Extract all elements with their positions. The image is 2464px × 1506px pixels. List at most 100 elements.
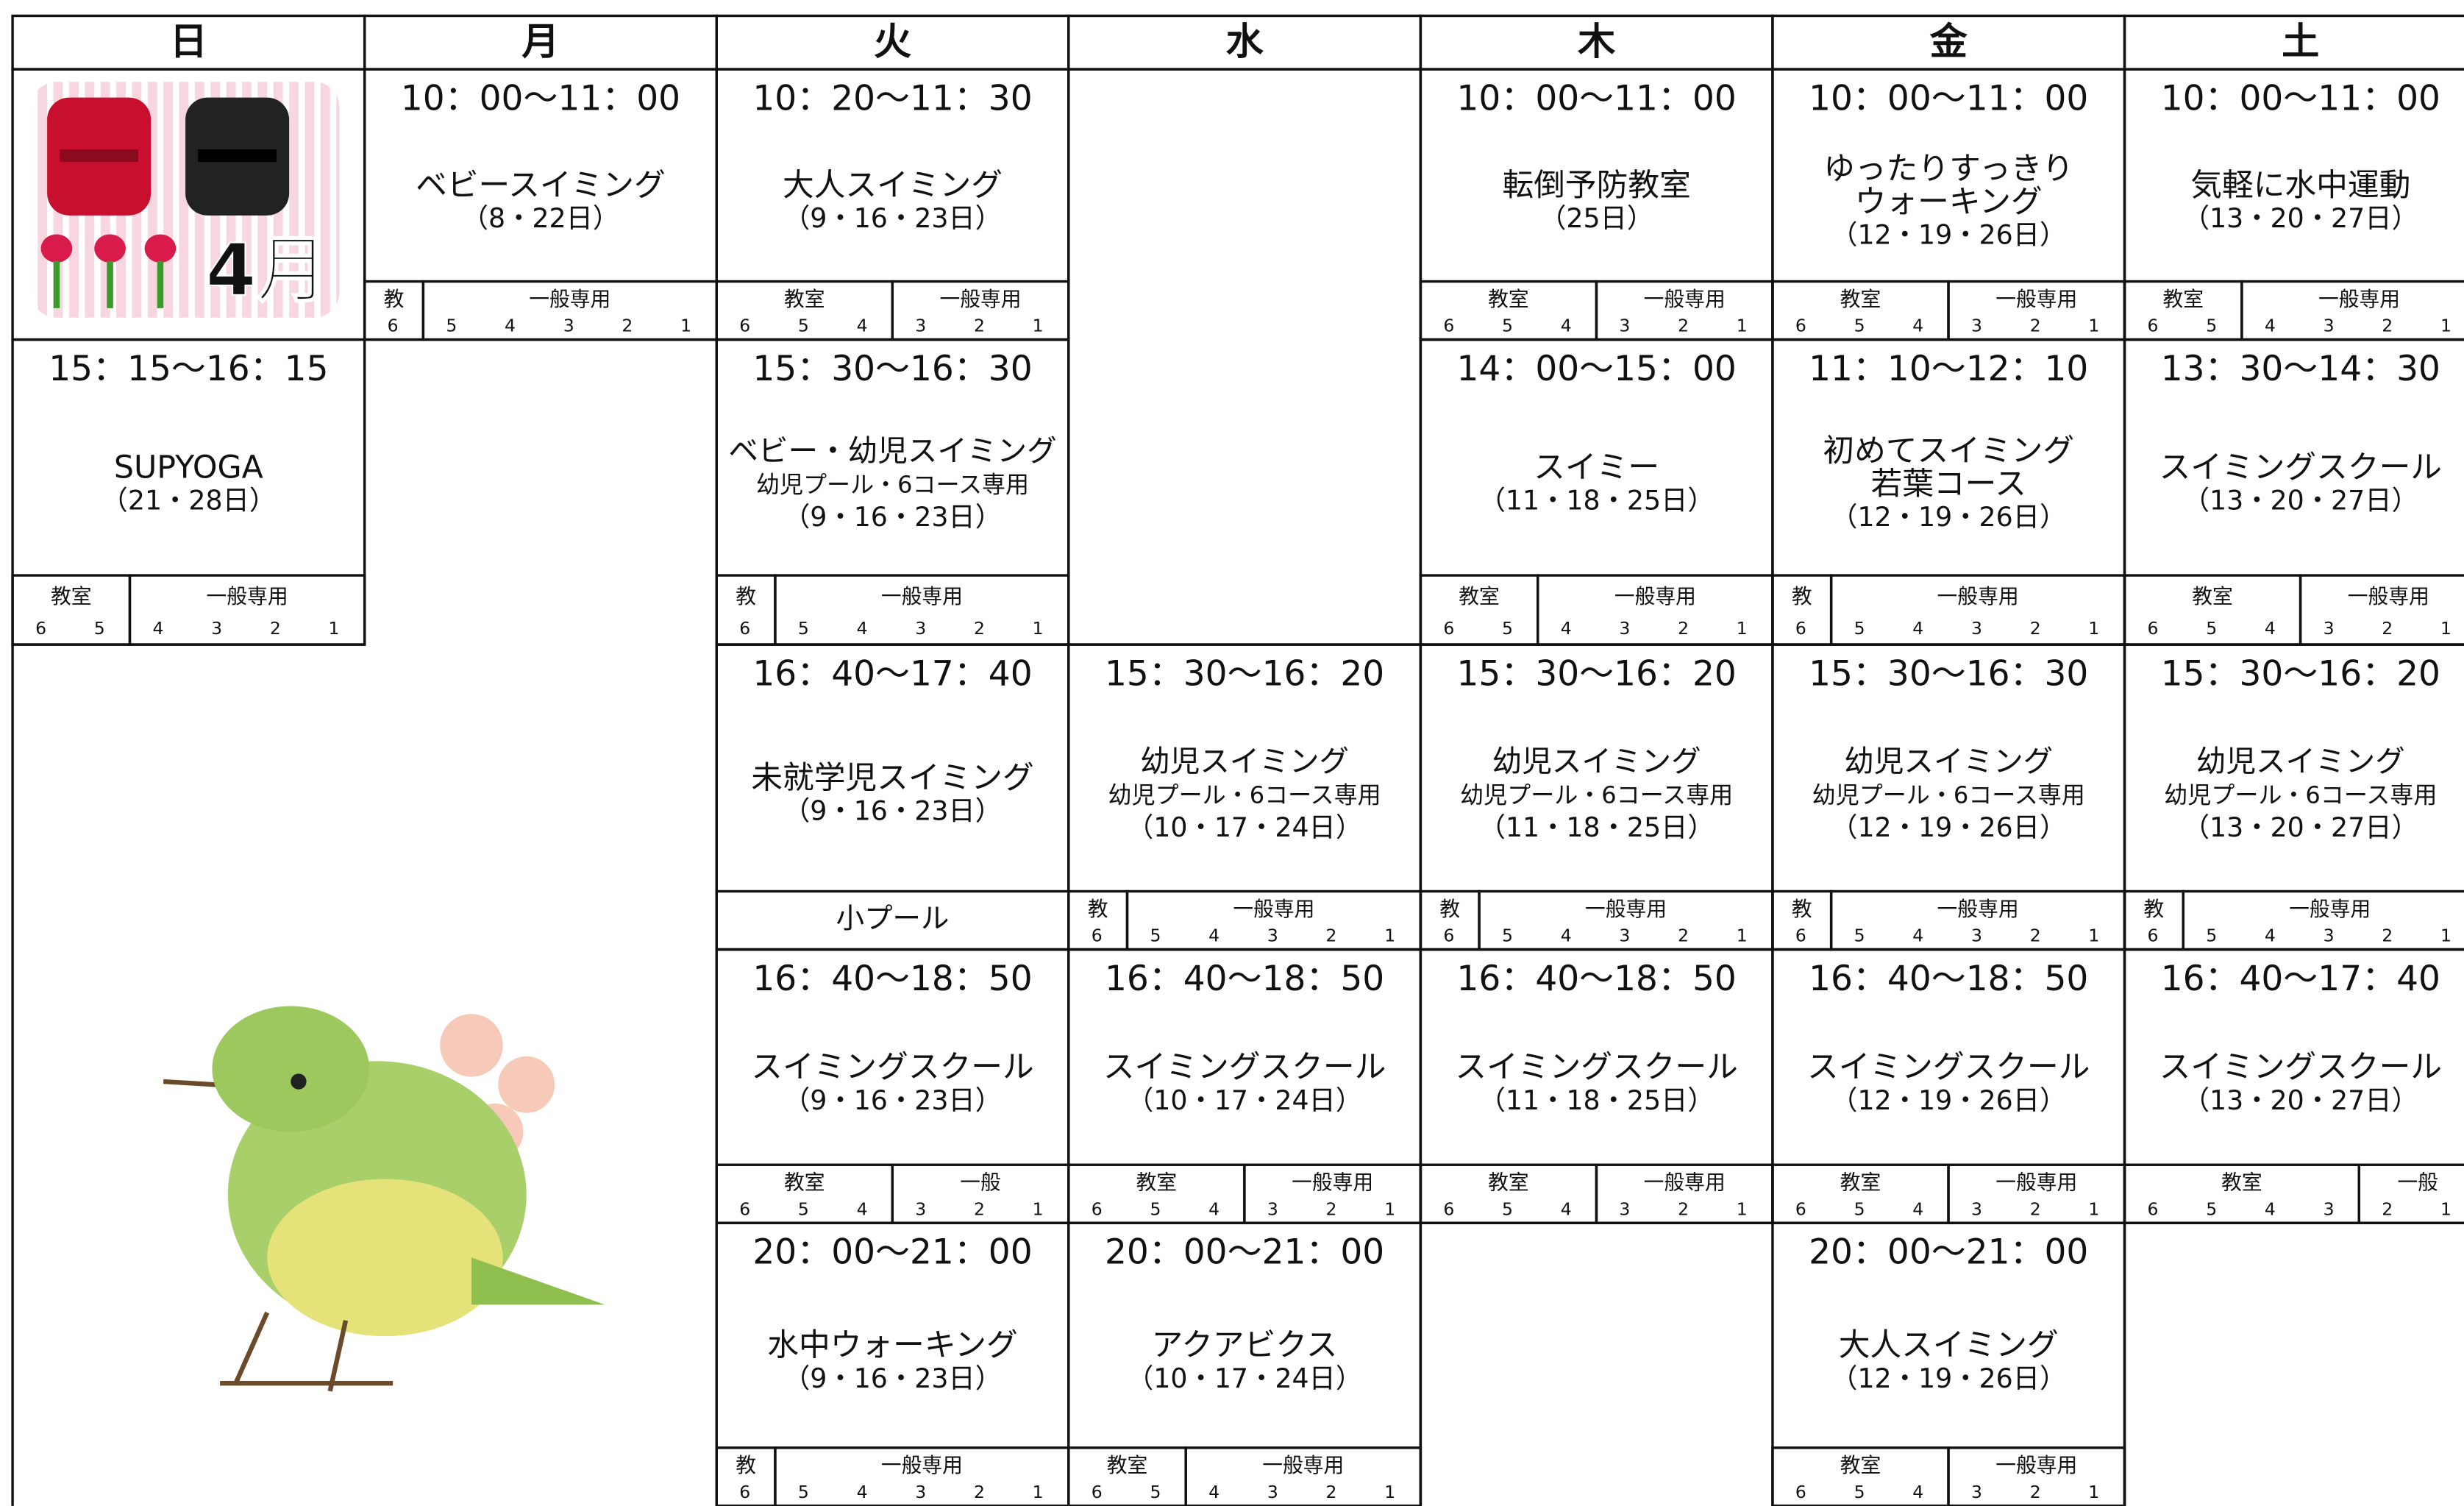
lane-number: 2 xyxy=(2382,618,2393,639)
lane-number: 6 xyxy=(1443,316,1454,336)
event-note: 幼児プール・6コース専用 xyxy=(1108,781,1381,809)
bird-illustration xyxy=(163,1006,605,1392)
lane-number: 2 xyxy=(2030,316,2041,336)
event-dates: （8・22日） xyxy=(462,202,620,234)
event-title: 幼児スイミング xyxy=(1844,743,2053,778)
event-dates: （10・17・24日） xyxy=(1127,1084,1362,1116)
lane-number: 2 xyxy=(2382,926,2393,946)
lane-number: 2 xyxy=(1326,1198,1337,1219)
lane-number: 5 xyxy=(1854,1482,1865,1502)
lane-number: 2 xyxy=(2382,316,2393,336)
event-time: 15：30～16：30 xyxy=(752,349,1032,389)
lane-number: 4 xyxy=(1208,1482,1219,1502)
event-time: 10：00～11：00 xyxy=(1457,78,1737,118)
lane-number: 3 xyxy=(1619,1198,1630,1219)
event-dates: （12・19・26日） xyxy=(1831,1084,2066,1116)
lane-number: 4 xyxy=(1561,316,1572,336)
lane-number: 2 xyxy=(270,618,281,639)
lane-number: 3 xyxy=(563,316,574,336)
event-dates: （13・20・27日） xyxy=(2183,811,2418,843)
lane-number: 2 xyxy=(974,1482,985,1502)
lane-number: 6 xyxy=(739,618,750,639)
lane-number: 4 xyxy=(1912,1482,1923,1502)
lane-number: 3 xyxy=(2324,316,2335,336)
event-time: 15：30～16：20 xyxy=(1457,653,1737,694)
event-title: スイミングスクール xyxy=(1103,1048,1386,1085)
event-time: 15：15～16：15 xyxy=(49,349,328,389)
lane-number: 6 xyxy=(1795,618,1806,639)
event-time: 10：00～11：00 xyxy=(401,78,680,118)
event-title: SUPYOGA xyxy=(114,449,263,486)
event-title: 水中ウォーキング xyxy=(767,1327,1017,1364)
bar-right-label: 一般専用 xyxy=(1995,1171,2077,1195)
lane-number: 6 xyxy=(2148,926,2159,946)
event-time: 20：00～21：00 xyxy=(752,1232,1032,1273)
event-dates: （11・18・25日） xyxy=(1479,1084,1715,1116)
bar-left-label: 教 xyxy=(1439,897,1460,921)
event-title: 幼児スイミング xyxy=(1140,743,1349,778)
event-dates: （13・20・27日） xyxy=(2183,202,2418,234)
lane-number: 5 xyxy=(1854,618,1865,639)
lane-number: 3 xyxy=(1267,1482,1278,1502)
month-badge: 4月 xyxy=(31,82,340,318)
month-label: 4月 xyxy=(206,229,329,313)
lane-number: 4 xyxy=(2265,618,2276,639)
bar-right-label: 一般専用 xyxy=(529,287,610,311)
lane-number: 5 xyxy=(1502,926,1513,946)
lane-number: 5 xyxy=(2206,316,2217,336)
lane-number: 3 xyxy=(915,618,926,639)
pool-label: 小プール xyxy=(836,903,950,936)
lane-number: 3 xyxy=(1971,618,1982,639)
event-time: 15：30～16：20 xyxy=(2161,653,2440,694)
bar-left-label: 教室 xyxy=(1459,584,1500,608)
bar-left-label: 教 xyxy=(736,584,756,608)
day-label: 木 xyxy=(1578,20,1616,64)
event-time: 20：00～21：00 xyxy=(1809,1232,2088,1273)
lane-number: 6 xyxy=(2148,618,2159,639)
event-time: 16：40～18：50 xyxy=(1105,959,1384,999)
event-note: 幼児プール・6コース専用 xyxy=(2164,781,2437,809)
day-label: 金 xyxy=(1929,20,1968,64)
lane-number: 1 xyxy=(1384,1482,1395,1502)
lane-number: 6 xyxy=(1795,316,1806,336)
event-dates: （10・17・24日） xyxy=(1127,1363,1362,1394)
event-dates: （13・20・27日） xyxy=(2183,485,2418,516)
bar-left-label: 教室 xyxy=(2221,1171,2262,1195)
event-note: 幼児プール・6コース専用 xyxy=(1460,781,1733,809)
lane-number: 3 xyxy=(1267,926,1278,946)
lane-number: 2 xyxy=(1678,618,1689,639)
lane-number: 5 xyxy=(798,618,809,639)
event-dates: （9・16・23日） xyxy=(783,795,1002,827)
lane-number: 4 xyxy=(1912,618,1923,639)
event-time: 16：40～18：50 xyxy=(1809,959,2088,999)
bar-left-label: 教 xyxy=(1792,584,1812,608)
lane-number: 4 xyxy=(2265,1198,2276,1219)
lane-number: 3 xyxy=(2324,926,2335,946)
lane-number: 2 xyxy=(974,618,985,639)
lane-number: 1 xyxy=(2088,926,2099,946)
lane-number: 1 xyxy=(1033,1198,1044,1219)
event-dates: （12・19・26日） xyxy=(1831,219,2066,251)
lane-number: 5 xyxy=(1150,1482,1161,1502)
lane-number: 3 xyxy=(915,1198,926,1219)
lane-number: 1 xyxy=(2440,926,2451,946)
bar-right-label: 一般専用 xyxy=(1292,1171,1373,1195)
empty-cell xyxy=(1067,68,1423,646)
lane-number: 3 xyxy=(915,316,926,336)
lane-number: 5 xyxy=(94,618,105,639)
bar-left-label: 教 xyxy=(1792,897,1812,921)
lane-number: 4 xyxy=(1208,926,1219,946)
bar-left-label: 教室 xyxy=(1136,1171,1178,1195)
lane-number: 3 xyxy=(915,1482,926,1502)
lane-number: 5 xyxy=(1502,1198,1513,1219)
event-title: スイミングスクール xyxy=(751,1048,1033,1085)
lane-number: 2 xyxy=(622,316,633,336)
lane-number: 3 xyxy=(1619,618,1630,639)
bar-left-label: 教室 xyxy=(1488,287,1529,311)
bar-right-label: 一般 xyxy=(2397,1171,2438,1195)
event-dates: （13・20・27日） xyxy=(2183,1084,2418,1116)
bar-left-label: 教室 xyxy=(1488,1171,1529,1195)
lane-number: 4 xyxy=(857,316,868,336)
event-note: 幼児プール・6コース専用 xyxy=(1812,781,2085,809)
